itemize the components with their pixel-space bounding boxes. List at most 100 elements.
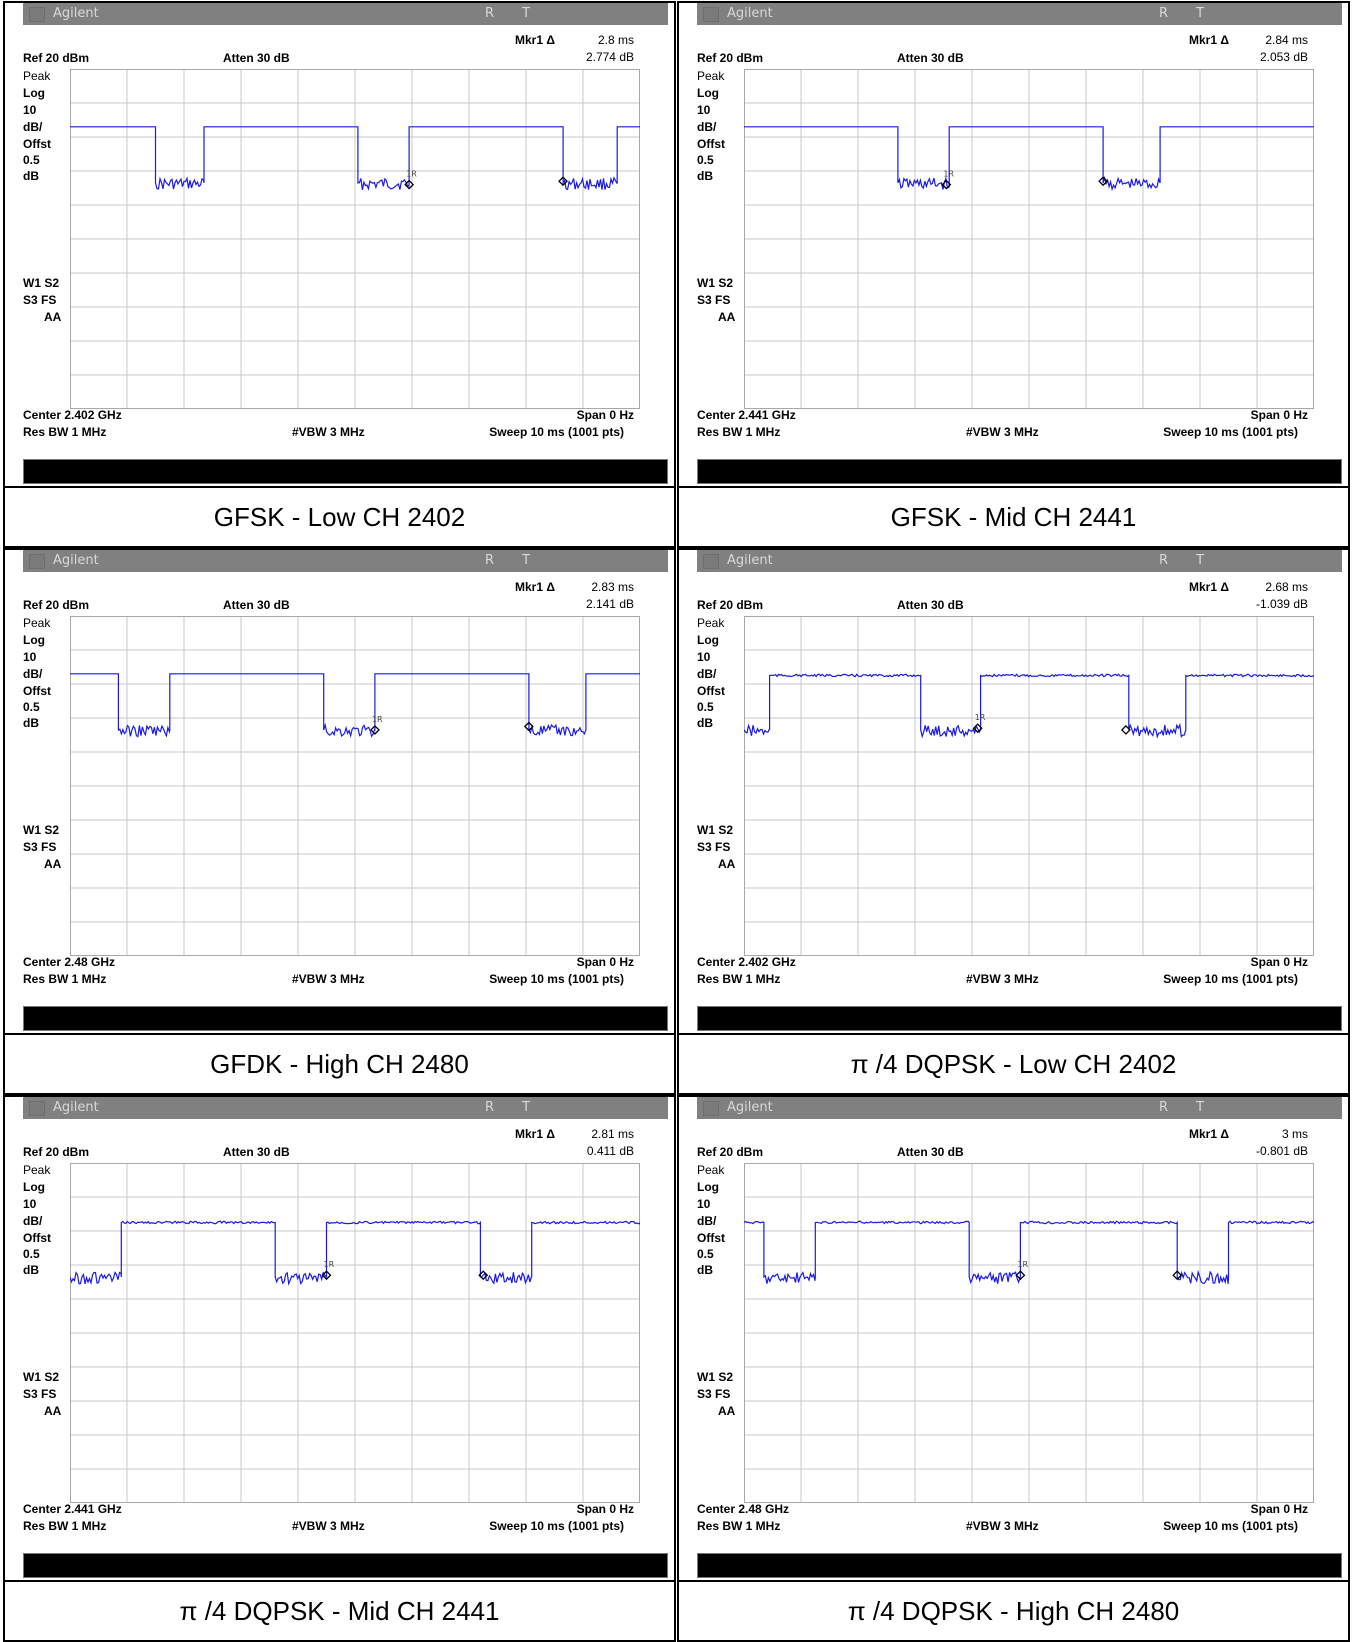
marker-delta-level: 2.053 dB [1259,50,1308,64]
sweep-time: Sweep 10 ms (1001 pts) [1163,1519,1298,1533]
reference-level: Ref 20 dBm [23,598,90,612]
reference-level: Ref 20 dBm [23,51,90,65]
trace-flags: W1 S2 [697,823,734,837]
resolution-bandwidth: Res BW 1 MHz [23,972,107,986]
marker-diamond [1120,724,1131,735]
marker-delta-level: 0.411 dB [586,1144,634,1158]
spectrum-panel: Agilent R T Mkr1 Δ 2.83 ms 2.141 dB Ref 20 dB… [3,548,676,1095]
trace-flags: AA [718,310,736,324]
resolution-bandwidth: Res BW 1 MHz [23,1519,107,1533]
video-bandwidth: #VBW 3 MHz [966,425,1039,439]
scale-label: Log [23,86,45,100]
scale-label: 0.5 [697,700,714,714]
status-bar [23,1553,668,1578]
scale-label: 0.5 [697,153,714,167]
marker-tag: 1R [1017,1260,1028,1269]
marker-delta-level: 2.774 dB [585,50,634,64]
trace-flags: W1 S2 [23,1370,60,1384]
marker-diamond [321,1270,332,1281]
agilent-logo-icon [703,554,719,569]
resolution-bandwidth: Res BW 1 MHz [697,425,781,439]
sweep-time: Sweep 10 ms (1001 pts) [489,1519,624,1533]
marker-delta-label: Mkr1 Δ [1189,1127,1229,1141]
brand-label: Agilent [727,1100,773,1115]
scale-label: Log [23,1180,45,1194]
agilent-logo-icon [29,7,45,22]
analyzer-screen: Agilent R T Mkr1 Δ 2.84 ms 2.053 dB Ref 20 dB… [677,1,1350,488]
analyzer-screen: Agilent R T Mkr1 Δ 3 ms -0.801 dB Ref 20 dBm A… [677,1095,1350,1582]
trace-plot: 1R [744,1163,1314,1503]
spectrum-panel: Agilent R T Mkr1 Δ 2.8 ms 2.774 dB Ref 20 dBm… [3,1,676,548]
marker-delta-label: Mkr1 Δ [1189,580,1229,594]
scale-label: dB [697,716,713,730]
marker-diamond [523,721,534,732]
marker-diamond [404,179,415,190]
scale-label: Offst [697,1231,725,1245]
scale-label: 10 [23,103,37,117]
graticule-border [744,1163,1314,1503]
reference-level: Ref 20 dBm [23,1145,90,1159]
scale-label: Offst [697,684,725,698]
span: Span 0 Hz [1250,408,1308,422]
center-frequency: Center 2.441 GHz [697,408,796,422]
analyzer-screen: Agilent R T Mkr1 Δ 2.83 ms 2.141 dB Ref 20 dB… [3,548,676,1035]
sweep-trace [744,126,1314,192]
scale-label: 0.5 [23,700,40,714]
sweep-trace [744,673,1314,739]
sweep-trace [70,1220,640,1286]
spectrum-panel: Agilent R T Mkr1 Δ 3 ms -0.801 dB Ref 20 dBm A… [677,1095,1350,1642]
scale-label: Offst [23,137,51,151]
marker-diamond [972,723,983,734]
reference-level: Ref 20 dBm [697,51,764,65]
scale-label: Peak [23,616,51,630]
marker-delta-time: 2.81 ms [591,1127,634,1141]
panel-caption: π /4 DQPSK - Low CH 2402 [677,1035,1350,1095]
brand-label: Agilent [53,1100,99,1115]
sweep-time: Sweep 10 ms (1001 pts) [489,425,624,439]
panel-caption: GFDK - High CH 2480 [3,1035,676,1095]
resolution-bandwidth: Res BW 1 MHz [23,425,107,439]
trace-flags: AA [44,1404,62,1418]
scale-label: Offst [23,684,51,698]
marker-delta-label: Mkr1 Δ [515,33,555,47]
scale-label: Peak [23,1163,51,1177]
trace-plot: 1R [744,69,1314,409]
sweep-time: Sweep 10 ms (1001 pts) [489,972,624,986]
marker-delta-level: -1.039 dB [1255,597,1308,611]
video-bandwidth: #VBW 3 MHz [292,972,365,986]
agilent-logo-icon [29,1101,45,1116]
run-trigger-status: R T [485,1100,543,1115]
scale-label: dB/ [697,1214,717,1228]
instrument-title-bar: Agilent R T [697,3,1342,25]
run-trigger-status: R T [1159,6,1217,21]
span: Span 0 Hz [576,408,634,422]
scale-label: Peak [697,1163,725,1177]
span: Span 0 Hz [576,955,634,969]
trace-plot: 1R [70,1163,640,1503]
reference-level: Ref 20 dBm [697,1145,764,1159]
brand-label: Agilent [727,6,773,21]
center-frequency: Center 2.402 GHz [23,408,122,422]
analyzer-screen: Agilent R T Mkr1 Δ 2.8 ms 2.774 dB Ref 20 dBm… [3,1,676,488]
marker-delta-time: 2.84 ms [1265,33,1308,47]
agilent-logo-icon [703,7,719,22]
marker-delta-level: 2.141 dB [585,597,634,611]
scale-label: Offst [23,1231,51,1245]
scale-label: dB [23,716,39,730]
marker-delta-time: 2.68 ms [1265,580,1308,594]
graticule-border [744,69,1314,409]
instrument-title-bar: Agilent R T [23,1097,668,1119]
status-bar [23,1006,668,1031]
trace-flags: AA [44,857,62,871]
trace-flags: AA [718,1404,736,1418]
status-bar [23,459,668,484]
trace-flags: S3 FS [23,293,57,307]
scale-label: dB/ [23,1214,43,1228]
graticule-border [70,1163,640,1503]
scale-label: 10 [697,103,711,117]
agilent-logo-icon [29,554,45,569]
scale-label: Log [23,633,45,647]
status-bar [697,1006,1342,1031]
marker-delta-label: Mkr1 Δ [515,580,555,594]
attenuation: Atten 30 dB [897,51,964,65]
